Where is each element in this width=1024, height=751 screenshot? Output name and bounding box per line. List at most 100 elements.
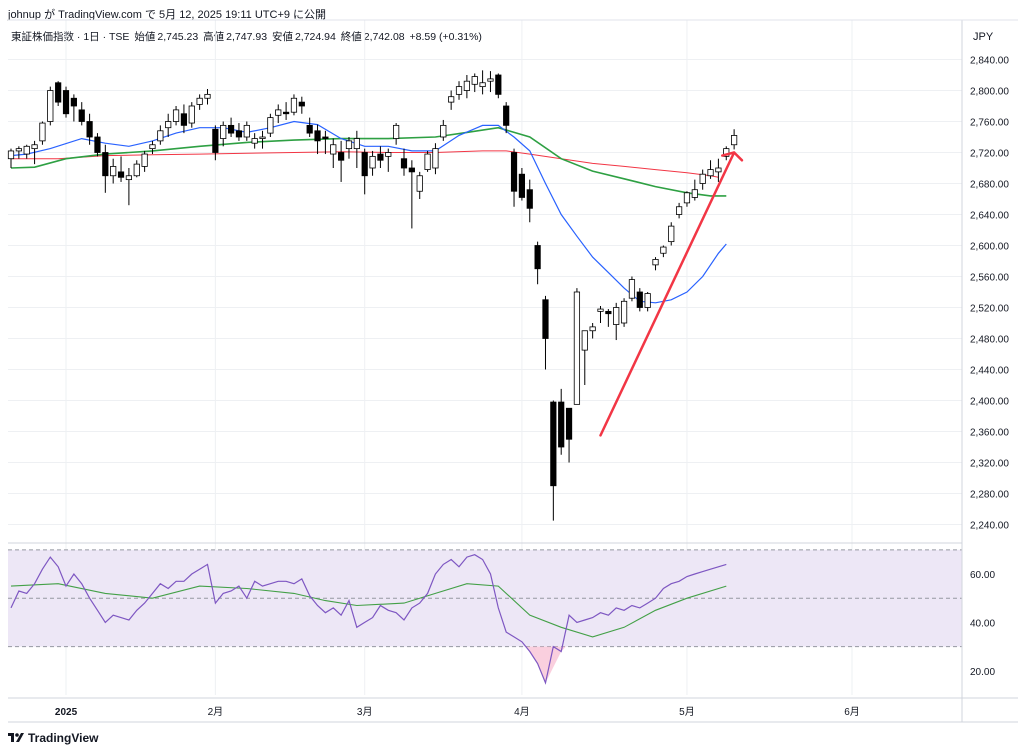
candle-body [345,140,353,150]
price-tick-label: 2,760.00 [970,118,1009,129]
ma-short-line [10,120,727,304]
date-tick-label: 3月 [357,706,373,718]
candle-body [691,189,698,198]
candle-body [165,121,172,129]
rsi-line [10,554,727,685]
candle-body [314,130,321,142]
candle-body [393,124,400,139]
currency-label[interactable]: JPY [973,31,994,43]
candle-body [636,291,643,308]
price-tick-label: 2,600.00 [970,242,1009,253]
candle-body [550,401,557,487]
candle-body [471,76,478,85]
candle-body [259,136,266,139]
symbol-name[interactable]: 東証株価指数 · 1日 · TSE [11,31,130,43]
candle-body [227,124,235,134]
candle-body [455,86,463,95]
high-label: 高値 [203,31,225,43]
candle-body [424,153,431,170]
candle-body [440,124,447,138]
candle-body [204,93,211,99]
candle-body [620,300,628,324]
candle-body [676,206,683,215]
tradingview-logo-icon [8,733,24,742]
candle-body [196,97,203,105]
open-label: 始値 [134,31,156,43]
price-tick-label: 2,360.00 [970,428,1009,439]
candle-body [251,138,258,144]
candle-body [683,192,691,204]
candle-body [416,175,423,192]
low-label: 安値 [271,31,293,43]
candle-body [330,144,337,155]
price-tick-label: 2,440.00 [970,366,1009,377]
date-tick-label: 6月 [844,706,860,718]
price-tick-label: 2,240.00 [970,521,1009,532]
candle-body [487,78,494,82]
candle-body [495,74,502,95]
candle-body [172,109,180,122]
candle-body [660,246,667,254]
candle-body [400,158,408,169]
trend-arrow [599,151,744,437]
candle-body [102,152,109,177]
candle-body [628,279,636,299]
price-tick-label: 2,840.00 [970,56,1009,67]
candle-body [235,130,243,138]
date-tick-label: 4月 [514,706,530,718]
candle-body [644,293,651,308]
tradingview-logo[interactable]: TradingView [8,731,98,745]
candle-body [55,82,62,103]
tradingview-logo-text: TradingView [28,731,99,745]
rsi-lines [10,554,727,685]
date-tick-label: 2月 [208,706,224,718]
date-tick-label: 5月 [679,706,695,718]
candle-body [133,163,140,177]
candle-body [86,121,93,138]
candle-body [408,167,415,173]
price-tick-label: 2,320.00 [970,459,1009,470]
rsi-tick-label: 60.00 [970,570,995,581]
candle-body [558,401,565,448]
candle-body [15,148,22,152]
candle-body [7,150,15,160]
candle-body [581,330,588,351]
candle-body [479,82,486,88]
rsi-ma-line [10,583,727,638]
trend-arrow-shaft [599,151,736,437]
candle-body [62,90,70,115]
candle-body [597,308,604,312]
candle-body [699,173,706,184]
candle-body [78,109,85,122]
candle-body [39,122,46,142]
candle-body [117,171,125,178]
rsi-oversold-fill [525,646,566,683]
price-tick-label: 2,280.00 [970,490,1009,501]
price-tick-label: 2,520.00 [970,304,1009,315]
price-tick-label: 2,640.00 [970,211,1009,222]
candle-body [613,307,620,325]
candle-body [605,310,612,315]
price-tick-label: 2,480.00 [970,335,1009,346]
candle-body [298,101,305,107]
rsi-tick-label: 20.00 [970,667,995,678]
price-tick-label: 2,720.00 [970,149,1009,160]
candle-body [141,153,148,167]
trend-arrow-head [721,151,744,162]
candle-body [149,144,156,150]
candle-body [573,291,581,405]
candle-body [94,136,101,153]
close-label: 終値 [340,31,362,43]
candle-body [70,97,77,107]
high-value: 2,747.93 [226,31,268,43]
candle-body [31,144,38,150]
candle-body [290,97,298,113]
low-value: 2,724.94 [294,31,336,43]
close-value: 2,742.08 [363,31,405,43]
candle-body [220,124,227,139]
candle-body [652,259,659,266]
grid-lines [8,20,962,695]
candle-body [125,175,132,181]
candle-body [243,124,250,138]
